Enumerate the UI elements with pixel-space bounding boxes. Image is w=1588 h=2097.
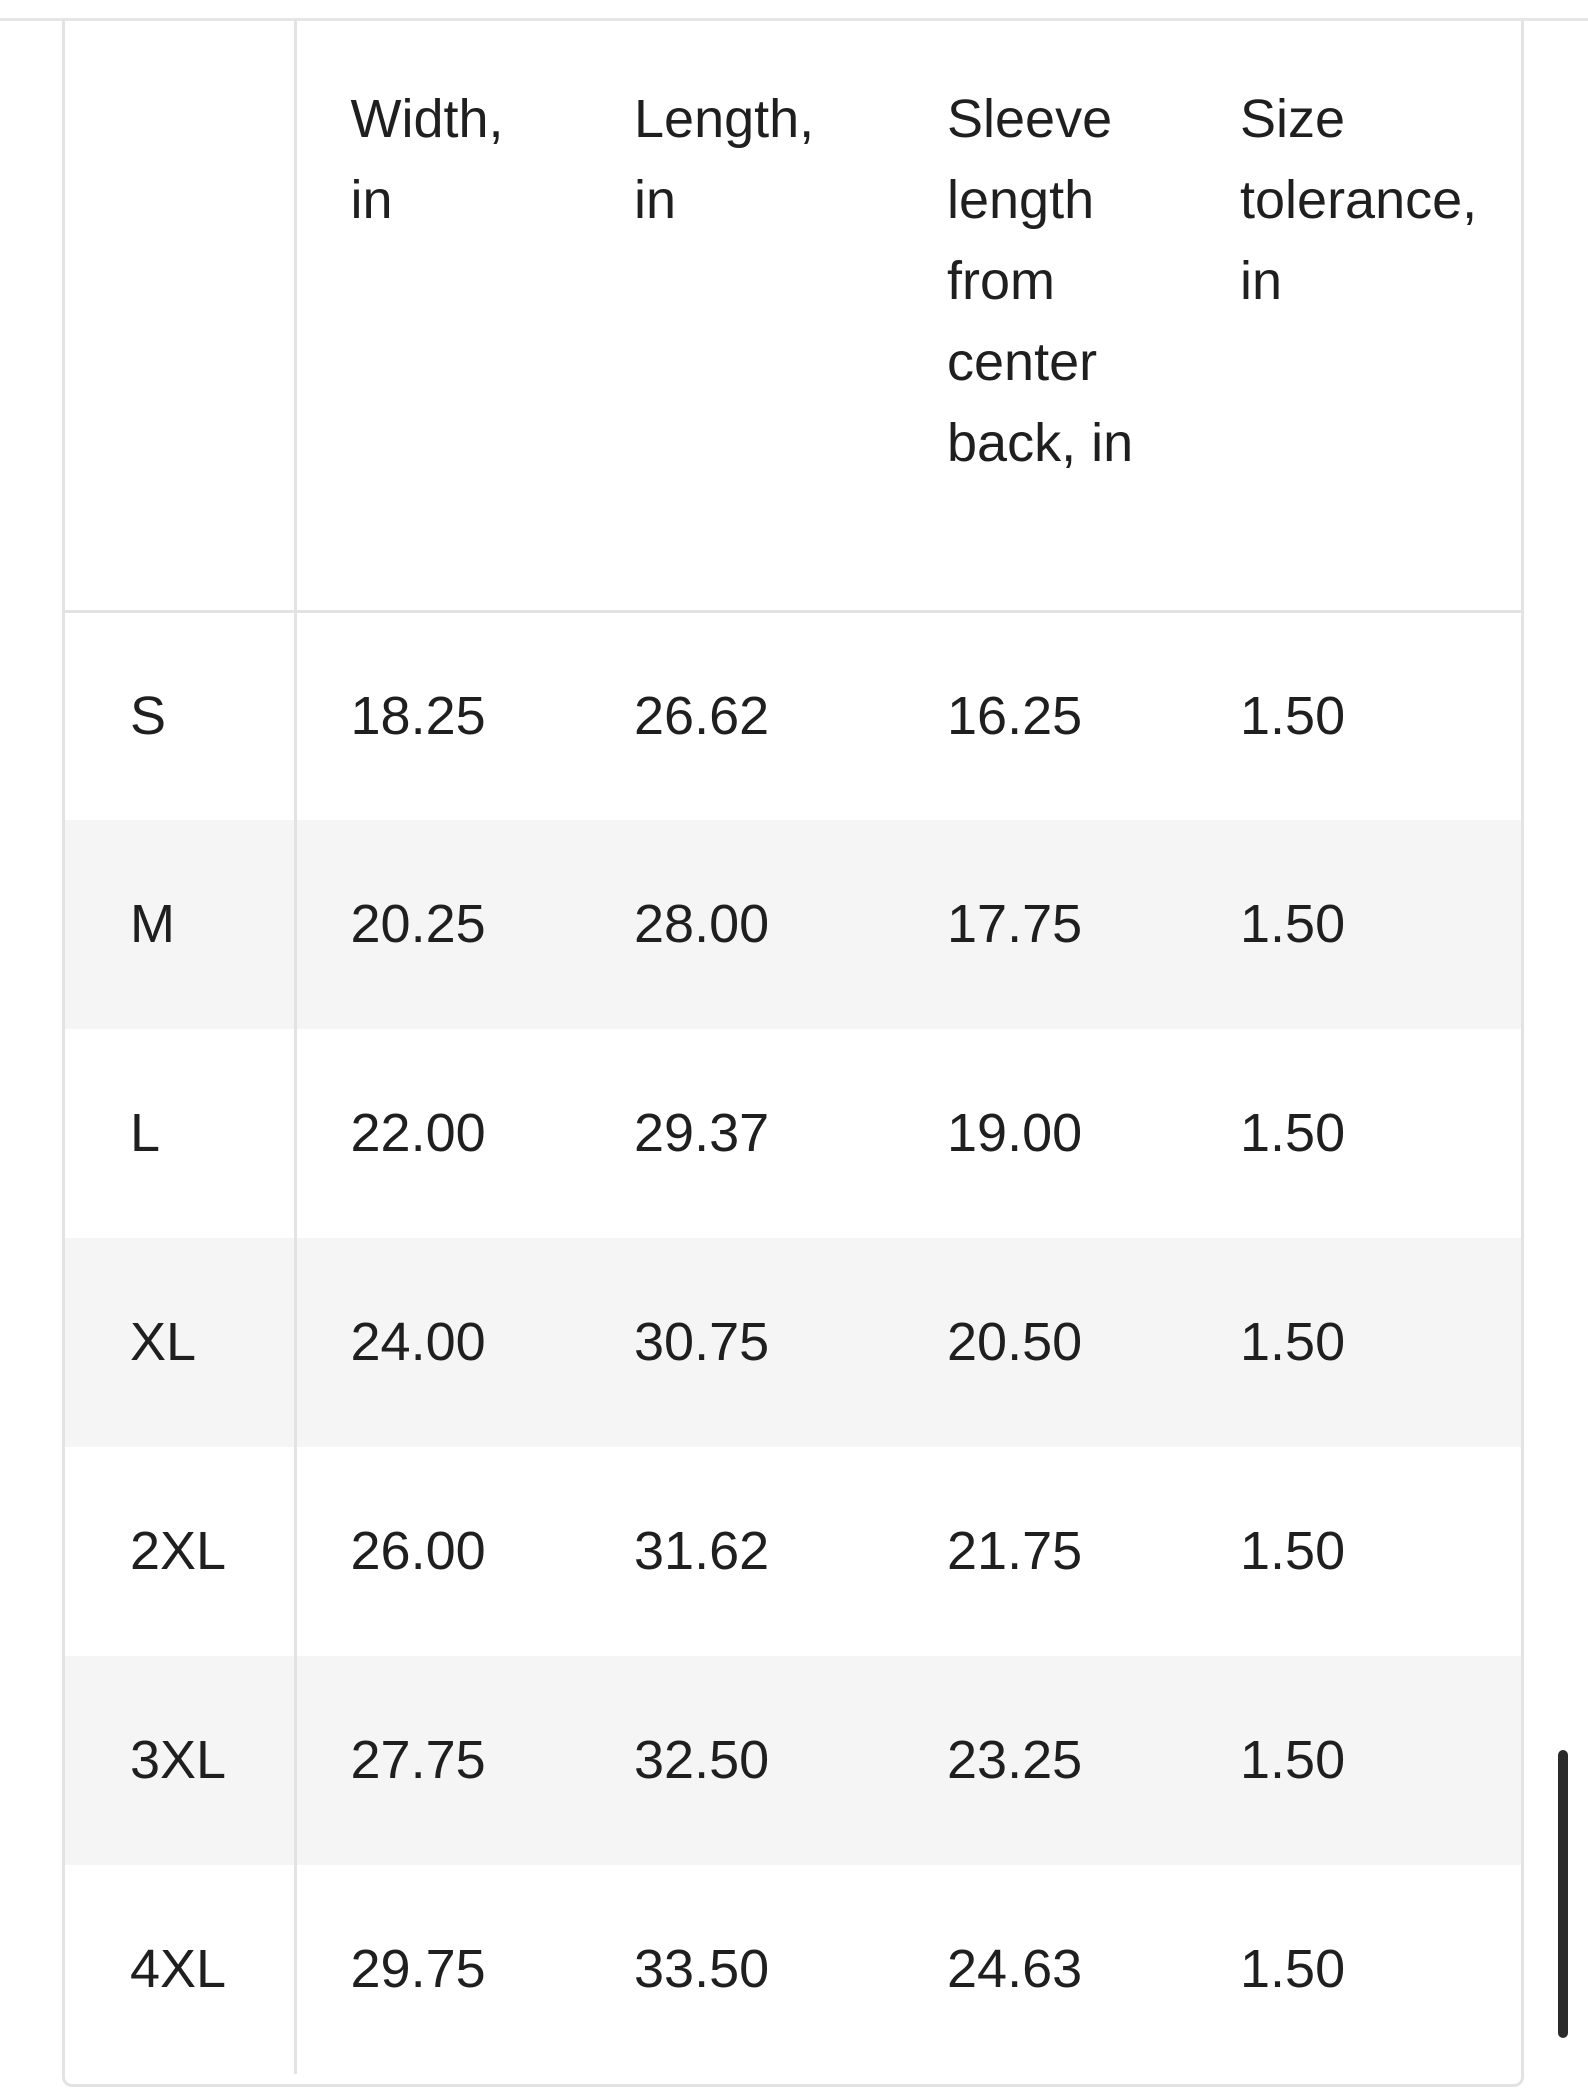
- width-cell: 29.75: [350, 1939, 486, 1999]
- header-cell-width: Width, in: [295, 21, 580, 613]
- length-cell: 33.50: [634, 1939, 770, 1999]
- size-label-cell: 3XL: [65, 1656, 297, 1865]
- tolerance-cell: 1.50: [1240, 1521, 1346, 1581]
- sleeve-length-cell: 23.25: [893, 1656, 1186, 1865]
- table-row: 2XL 26.00 31.62 21.75 1.50: [65, 1447, 1521, 1656]
- width-cell: 27.75: [295, 1656, 580, 1865]
- sleeve-length-cell: 20.50: [893, 1238, 1186, 1447]
- width-cell: 18.25: [350, 685, 486, 746]
- header-cell-length: Length, in: [580, 21, 893, 613]
- size-chart-header: Width, in Length, in Sleeve length from …: [65, 21, 1521, 613]
- width-cell: 24.00: [295, 1238, 580, 1447]
- size-chart-table-container: Width, in Length, in Sleeve length from …: [62, 21, 1524, 2087]
- length-cell: 30.75: [580, 1238, 893, 1447]
- sleeve-length-cell: 24.63: [947, 1939, 1083, 1999]
- length-cell: 26.62: [634, 685, 770, 746]
- table-row: 3XL 27.75 32.50 23.25 1.50: [65, 1656, 1521, 1865]
- header-cell-sleeve-length: Sleeve length from center back, in: [893, 21, 1186, 613]
- table-row: XL 24.00 30.75 20.50 1.50: [65, 1238, 1521, 1447]
- length-cell: 32.50: [580, 1656, 893, 1865]
- top-divider: [0, 18, 1588, 21]
- length-cell: 31.62: [634, 1521, 770, 1581]
- tolerance-cell: 1.50: [1186, 1238, 1521, 1447]
- tolerance-cell: 1.50: [1240, 685, 1346, 746]
- header-cell-size-tolerance: Size tolerance, in: [1186, 21, 1521, 613]
- size-label-cell: 4XL: [65, 1865, 297, 2074]
- size-label-cell: 2XL: [65, 1447, 297, 1656]
- vertical-scrollbar-thumb[interactable]: [1558, 1750, 1568, 2038]
- size-label-cell: XL: [65, 1238, 297, 1447]
- width-cell: 20.25: [295, 820, 580, 1029]
- length-cell: 29.37: [634, 1103, 770, 1163]
- table-row: S 18.25 26.62 16.25 1.50: [65, 611, 1521, 820]
- size-label-cell: L: [65, 1029, 297, 1238]
- size-chart-body: S 18.25 26.62 16.25 1.50 M 20.25 28.00 1…: [65, 611, 1521, 2074]
- length-cell: 28.00: [580, 820, 893, 1029]
- table-row: M 20.25 28.00 17.75 1.50: [65, 820, 1521, 1029]
- tolerance-cell: 1.50: [1186, 1656, 1521, 1865]
- size-label-cell: S: [65, 611, 297, 820]
- tolerance-cell: 1.50: [1186, 820, 1521, 1029]
- table-row: 4XL 29.75 33.50 24.63 1.50: [65, 1865, 1521, 2074]
- sleeve-length-cell: 21.75: [947, 1521, 1083, 1581]
- tolerance-cell: 1.50: [1240, 1939, 1346, 1999]
- header-cell-size: [65, 21, 297, 613]
- sleeve-length-cell: 19.00: [947, 1103, 1083, 1163]
- sleeve-length-cell: 16.25: [947, 685, 1083, 746]
- header-row: Width, in Length, in Sleeve length from …: [65, 21, 1521, 613]
- width-cell: 22.00: [350, 1103, 486, 1163]
- size-label-cell: M: [65, 820, 297, 1029]
- sleeve-length-cell: 17.75: [893, 820, 1186, 1029]
- tolerance-cell: 1.50: [1240, 1103, 1346, 1163]
- table-row: L 22.00 29.37 19.00 1.50: [65, 1029, 1521, 1238]
- width-cell: 26.00: [350, 1521, 486, 1581]
- size-chart-table: Width, in Length, in Sleeve length from …: [65, 21, 1521, 2074]
